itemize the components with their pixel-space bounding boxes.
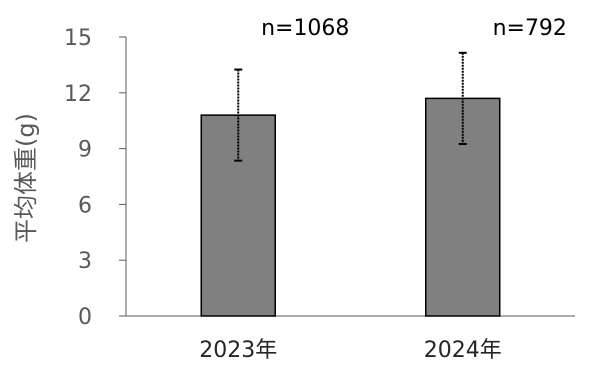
bars: [200, 97, 501, 317]
y-tick-label: 12: [64, 82, 92, 107]
y-tick-label: 15: [64, 26, 92, 51]
y-tick-label: 3: [78, 249, 92, 274]
x-tick-label: 2024年: [424, 338, 502, 363]
x-axis: 2023年 2024年: [199, 338, 502, 363]
annotations: n=1068 n=792: [261, 16, 567, 41]
x-tick-label: 2023年: [199, 338, 277, 363]
error-bars: [234, 51, 467, 162]
y-tick-label: 6: [78, 193, 92, 218]
y-tick-label: 9: [78, 138, 92, 163]
sample-size-label: n=792: [493, 16, 567, 41]
y-axis: 0 3 6 9 12 15: [64, 26, 575, 330]
sample-size-label: n=1068: [261, 16, 349, 41]
y-tick-label: 0: [78, 305, 92, 330]
y-axis-label: 平均体重(g): [12, 113, 40, 243]
